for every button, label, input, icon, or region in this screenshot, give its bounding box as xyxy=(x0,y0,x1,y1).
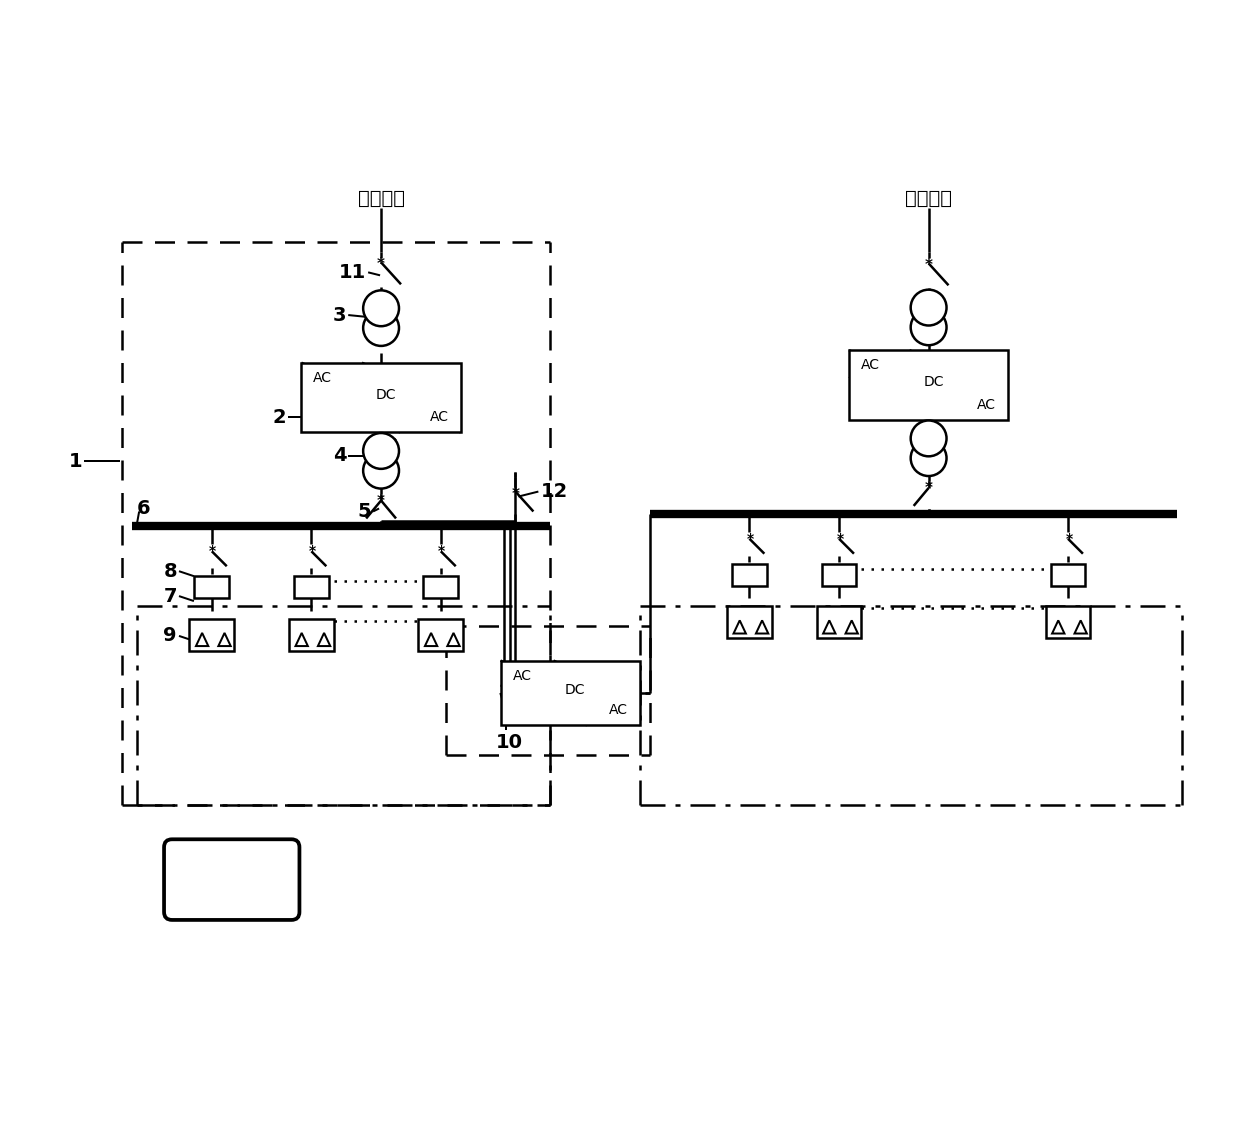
Circle shape xyxy=(910,420,946,457)
Text: *: * xyxy=(837,532,843,546)
Bar xyxy=(732,564,766,586)
Text: AC: AC xyxy=(512,668,532,683)
FancyBboxPatch shape xyxy=(164,839,299,920)
Bar xyxy=(423,577,459,598)
Text: *: * xyxy=(1065,532,1073,546)
Circle shape xyxy=(363,452,399,489)
Text: 6: 6 xyxy=(138,499,151,518)
Text: 4: 4 xyxy=(332,447,346,465)
Bar xyxy=(1045,606,1090,638)
Bar xyxy=(501,660,640,725)
Text: AC: AC xyxy=(977,397,996,412)
Text: 5: 5 xyxy=(357,502,371,521)
Text: DC: DC xyxy=(565,683,585,697)
Bar xyxy=(822,564,857,586)
Circle shape xyxy=(363,311,399,346)
Text: *: * xyxy=(925,258,932,273)
Text: 1: 1 xyxy=(68,452,82,471)
Text: *: * xyxy=(210,545,217,558)
Text: *: * xyxy=(309,545,316,558)
Text: *: * xyxy=(377,493,386,508)
Text: 10: 10 xyxy=(496,733,522,753)
Bar xyxy=(294,577,329,598)
Text: AC: AC xyxy=(861,359,880,372)
Circle shape xyxy=(363,290,399,327)
Bar xyxy=(727,606,771,638)
Bar xyxy=(195,577,229,598)
Bar xyxy=(418,619,464,651)
Text: *: * xyxy=(377,257,386,273)
Text: 9: 9 xyxy=(164,627,177,645)
Text: DC: DC xyxy=(924,375,944,389)
Bar xyxy=(190,619,234,651)
Text: AC: AC xyxy=(314,371,332,385)
Text: DC: DC xyxy=(376,387,397,402)
Bar xyxy=(849,351,1008,420)
Text: *: * xyxy=(925,481,932,496)
Bar xyxy=(817,606,862,638)
Text: *: * xyxy=(746,532,754,546)
Text: 12: 12 xyxy=(541,482,568,501)
Text: *: * xyxy=(438,545,445,558)
Text: AC: AC xyxy=(609,703,627,717)
Text: 8: 8 xyxy=(164,562,177,580)
Circle shape xyxy=(910,309,946,345)
Text: 3: 3 xyxy=(332,306,346,324)
Bar xyxy=(289,619,334,651)
Text: 上级电网: 上级电网 xyxy=(357,188,404,208)
Text: 11: 11 xyxy=(339,263,366,282)
Text: *: * xyxy=(511,486,520,501)
Bar xyxy=(301,363,461,433)
Text: AC: AC xyxy=(430,410,449,425)
Text: 上级电网: 上级电网 xyxy=(905,188,952,208)
Text: 2: 2 xyxy=(273,408,286,427)
Circle shape xyxy=(363,433,399,469)
Circle shape xyxy=(910,440,946,476)
Bar xyxy=(1050,564,1085,586)
Circle shape xyxy=(910,290,946,325)
Text: 7: 7 xyxy=(164,587,177,605)
